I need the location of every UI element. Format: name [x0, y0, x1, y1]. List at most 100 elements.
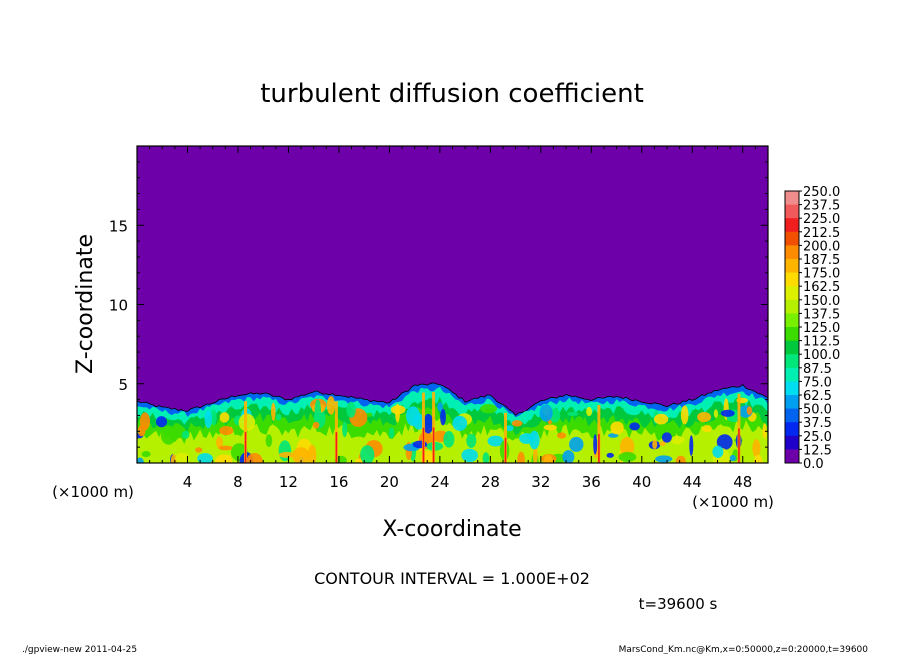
colorbar-swatch — [785, 327, 799, 341]
field-cell — [629, 422, 640, 431]
colorbar-swatch — [785, 435, 799, 450]
contour-interval-text: CONTOUR INTERVAL = 1.000E+02 — [314, 569, 590, 588]
field-cell — [574, 416, 585, 431]
field-cell — [346, 401, 356, 418]
colorbar-swatch — [785, 204, 799, 219]
x-tick-label: 44 — [683, 473, 702, 491]
colorbar-label: 112.5 — [803, 335, 840, 350]
field-cell — [326, 396, 336, 415]
field-cell — [437, 402, 443, 412]
field-cell — [713, 409, 719, 418]
field-plume-core — [504, 437, 507, 463]
time-label: t=39600 s — [639, 595, 718, 613]
colorbar-swatch — [785, 259, 799, 273]
field-cell — [219, 426, 234, 436]
colorbar-label: 162.5 — [803, 280, 840, 295]
field-cell — [529, 430, 540, 450]
colorbar-swatch — [785, 231, 799, 246]
field-plume-core — [422, 427, 425, 463]
colorbar-label: 225.0 — [803, 212, 840, 227]
field-cell — [557, 432, 566, 439]
field-cell — [720, 409, 735, 417]
field-cell — [716, 434, 733, 450]
x-unit-label: (×1000 m) — [692, 493, 774, 511]
field-cell — [423, 413, 434, 434]
field-cell — [275, 413, 282, 421]
colorbar-swatch — [785, 422, 799, 437]
colorbar-label: 212.5 — [803, 226, 840, 241]
field-cell — [593, 434, 598, 455]
field-cell — [543, 424, 557, 431]
colorbar-swatch — [785, 367, 799, 382]
footer-right: MarsCond_Km.nc@Km,x=0:50000,z=0:20000,t=… — [619, 645, 869, 654]
field-cell — [619, 437, 635, 456]
field-cell — [689, 435, 694, 456]
field-cell — [461, 448, 479, 463]
field-plume-core — [738, 428, 740, 463]
field-cell — [175, 452, 189, 463]
field-plume-core — [432, 427, 435, 463]
colorbar-label: 37.5 — [803, 416, 832, 431]
field-cell — [466, 433, 477, 448]
colorbar-label: 75.0 — [803, 375, 832, 390]
x-tick-label: 12 — [279, 473, 298, 491]
colorbar-label: 25.0 — [803, 430, 832, 445]
field-cell — [360, 445, 375, 463]
x-tick-label: 48 — [733, 473, 752, 491]
field-cell — [265, 434, 273, 447]
field-cell — [618, 452, 637, 462]
field-cell — [712, 445, 724, 458]
field-cell — [307, 444, 317, 463]
y-axis-label: Z-coordinate — [73, 234, 98, 374]
diffusion-field — [137, 382, 768, 463]
field-cell — [539, 404, 553, 422]
field-cell — [160, 425, 177, 445]
field-cell — [215, 454, 233, 463]
field-cell — [216, 436, 223, 449]
field-cell — [752, 439, 761, 458]
field-cell — [342, 421, 348, 437]
field-cell — [440, 408, 446, 426]
x-tick-label: 24 — [430, 473, 449, 491]
x-tick-label: 36 — [582, 473, 601, 491]
field-cell — [412, 440, 428, 449]
field-cell — [610, 421, 624, 435]
colorbar-swatch — [785, 340, 799, 355]
field-cell — [562, 450, 575, 463]
footer-left: ./gpview-new 2011-04-25 — [22, 645, 137, 654]
field-cell — [278, 451, 295, 458]
y-tick-label: 10 — [109, 297, 128, 315]
colorbar-swatch — [785, 272, 799, 287]
x-tick-label: 8 — [233, 473, 243, 491]
field-cell — [480, 404, 498, 414]
field-cell — [697, 412, 712, 423]
field-cell — [670, 435, 685, 445]
field-cell — [675, 455, 686, 463]
colorbar-swatch — [785, 449, 799, 464]
field-cell — [661, 432, 672, 443]
field-cell — [753, 454, 763, 463]
field-cell — [505, 425, 514, 432]
field-cell — [608, 433, 619, 438]
colorbar-swatch — [785, 313, 799, 328]
field-cell — [204, 410, 212, 429]
x-axis-label: X-coordinate — [382, 517, 521, 542]
colorbar-label: 62.5 — [803, 389, 832, 404]
field-cell — [487, 435, 504, 447]
field-cell — [292, 447, 310, 463]
field-cell — [156, 416, 167, 428]
field-plume-core — [335, 432, 338, 463]
field-cell — [680, 405, 689, 425]
colorbar-label: 250.0 — [803, 185, 840, 200]
y-tick-label: 5 — [118, 376, 128, 394]
colorbar-label: 100.0 — [803, 348, 840, 363]
colorbar-label: 237.5 — [803, 199, 840, 214]
field-cell — [655, 455, 673, 463]
colorbar-label: 0.0 — [803, 457, 824, 472]
field-cell — [195, 447, 203, 453]
field-cell — [452, 415, 468, 431]
field-cell — [659, 441, 666, 446]
field-cell — [729, 454, 736, 462]
